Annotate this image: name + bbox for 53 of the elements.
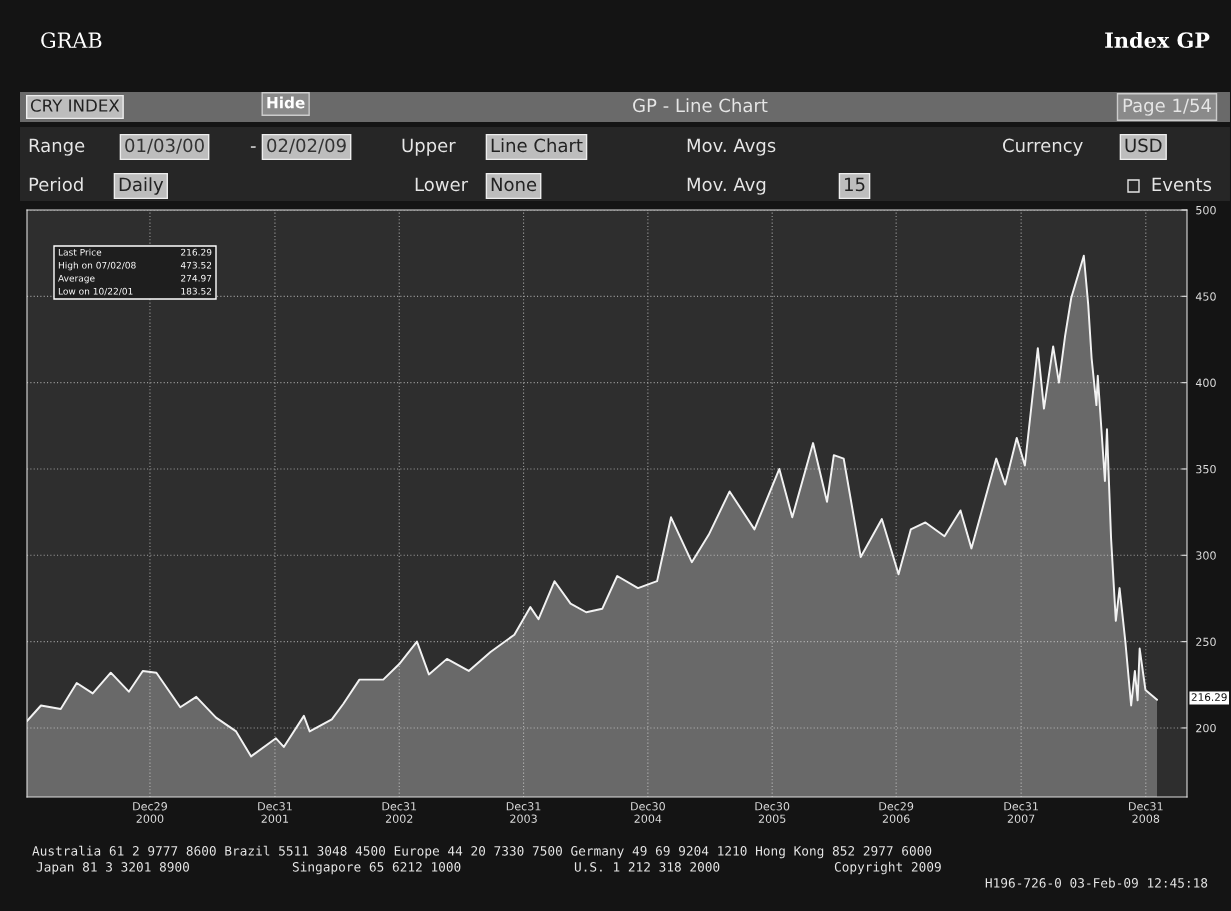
text: U.S. 1 212 318 2000 bbox=[574, 862, 720, 872]
y-tick-label: 300 bbox=[1196, 551, 1216, 560]
x-tick-label: Dec29 2006 bbox=[879, 802, 914, 823]
y-tick-label: 450 bbox=[1195, 292, 1216, 301]
text: USD bbox=[1125, 138, 1162, 153]
text: Range bbox=[29, 138, 85, 156]
text: Events bbox=[1152, 177, 1212, 192]
x-tick-label: Dec30 2004 bbox=[631, 802, 665, 823]
text: Page 1/54 bbox=[1123, 98, 1211, 116]
text: 02/02/09 bbox=[267, 138, 346, 154]
text: 01/03/00 bbox=[125, 138, 204, 154]
y-tick-label: 250 bbox=[1196, 637, 1216, 646]
text: Mov. Avg bbox=[687, 177, 766, 195]
text: Lower bbox=[415, 177, 469, 192]
text: Mov. Avgs bbox=[687, 138, 776, 156]
x-tick-label: Dec31 2001 bbox=[258, 802, 292, 823]
chart-title: GP - Line Chart bbox=[633, 98, 768, 113]
y-tick-label: 500 bbox=[1196, 205, 1216, 215]
annotation: Average bbox=[58, 274, 95, 284]
text: Hide bbox=[267, 96, 305, 109]
annotation: 183.52 bbox=[181, 287, 212, 295]
x-tick-label: Dec31 2008 bbox=[1129, 802, 1163, 823]
text: Daily bbox=[119, 177, 164, 195]
text: H196-726-0 03-Feb-09 12:45:18 bbox=[985, 877, 1208, 888]
text: Australia 61 2 9777 8600 Brazil 5511 3048 4500 Europe 44 20 7330 7500 Germany 49 69 9204 1210 Hong Kong 852 2977 6000 bbox=[32, 845, 932, 859]
text: 15 bbox=[845, 177, 865, 192]
text: Singapore 65 6212 1000 bbox=[292, 861, 461, 875]
annotation: 274.97 bbox=[181, 274, 212, 282]
y-tick-label: 200 bbox=[1196, 723, 1216, 733]
text: None bbox=[491, 177, 537, 192]
text: 216.29 bbox=[1191, 693, 1227, 702]
text: Currency bbox=[1003, 138, 1083, 156]
annotation: 216.29 bbox=[181, 248, 212, 256]
annotation: Low on 10/22/01 bbox=[58, 287, 133, 296]
y-tick-label: 350 bbox=[1196, 464, 1216, 474]
text: - bbox=[250, 146, 256, 148]
x-tick-label: Dec31 2002 bbox=[382, 802, 417, 823]
text: Copyright 2009 bbox=[834, 861, 941, 875]
text: Index GP bbox=[1105, 31, 1210, 49]
text: CRY INDEX bbox=[30, 99, 120, 112]
annotation: 473.52 bbox=[180, 261, 212, 269]
text: Japan 81 3 3201 8900 bbox=[36, 862, 190, 875]
text: Line Chart bbox=[491, 138, 583, 153]
y-tick-label: 400 bbox=[1195, 378, 1216, 388]
x-tick-label: Dec31 2007 bbox=[1004, 802, 1038, 823]
x-tick-label: Dec31 2003 bbox=[506, 802, 541, 823]
text: Upper bbox=[402, 138, 456, 156]
text: GRAB bbox=[41, 32, 102, 49]
x-tick-label: Dec29 2000 bbox=[133, 802, 167, 823]
annotation: Last Price bbox=[58, 248, 102, 256]
annotation: High on 07/02/08 bbox=[58, 261, 136, 271]
text: Period bbox=[29, 177, 83, 192]
x-tick-label: Dec30 2005 bbox=[755, 802, 790, 823]
